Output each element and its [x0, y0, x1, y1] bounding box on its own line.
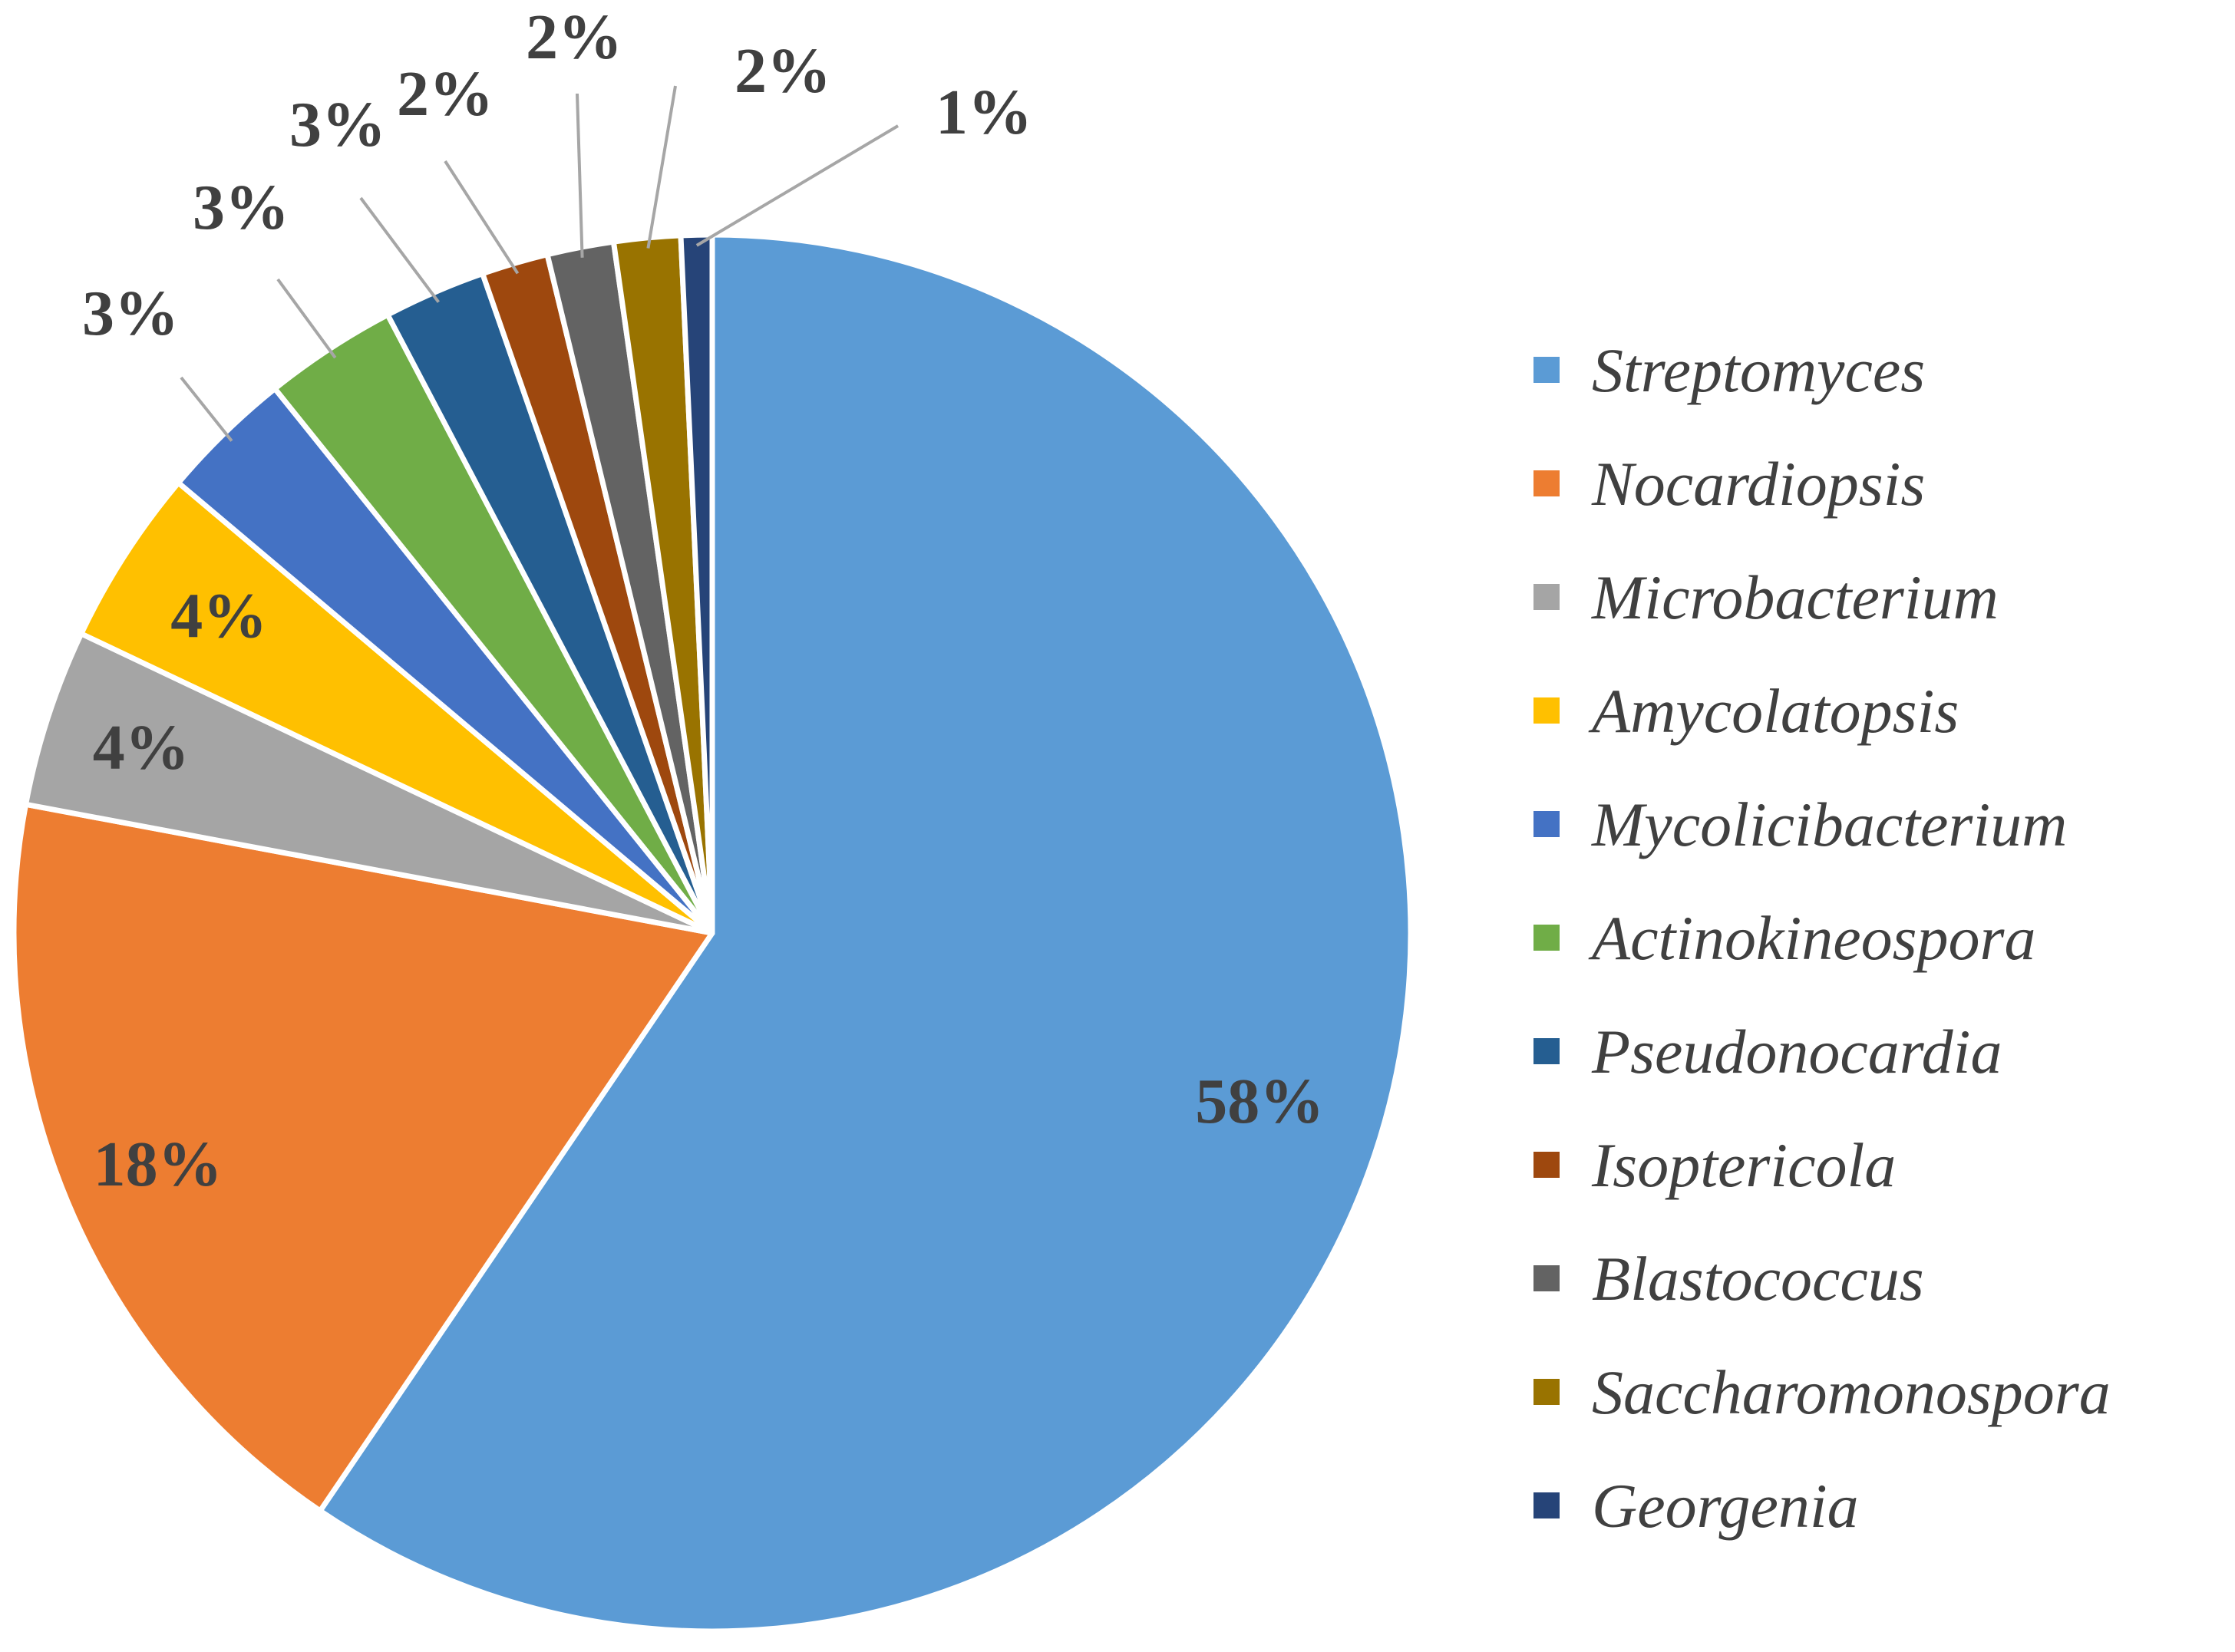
legend-swatch-nocardiopsis: [1533, 470, 1560, 496]
legend-entry-georgenia: Georgenia: [1533, 1471, 1859, 1541]
legend-entry-isoptericola: Isoptericola: [1533, 1130, 1896, 1200]
legend-entry-streptomyces: Streptomyces: [1533, 335, 1925, 405]
leader-line-georgenia: [695, 124, 900, 247]
legend-label-georgenia: Georgenia: [1592, 1471, 1859, 1541]
leader-line-isoptericola: [444, 160, 520, 275]
pie-slice-nocardiopsis: [11, 801, 715, 1514]
legend-entry-amycolatopsis: Amycolatopsis: [1533, 676, 1959, 746]
data-labels: 58%18%4%4%3%3%3% 2%2% 2%1%: [82, 2, 1324, 1200]
legend-swatch-streptomyces: [1533, 357, 1560, 383]
legend-entry-nocardiopsis: Nocardiopsis: [1533, 449, 1925, 519]
legend-swatch-actinokineospora: [1533, 925, 1560, 951]
data-label-nocardiopsis: 18%: [94, 1129, 223, 1200]
data-label-amycolatopsis: 4%: [170, 580, 267, 651]
pie-slice-streptomyces: [317, 232, 1414, 1634]
legend-entry-pseudonocardia: Pseudonocardia: [1533, 1017, 2002, 1086]
legend-label-amycolatopsis: Amycolatopsis: [1588, 676, 1959, 746]
legend-label-nocardiopsis: Nocardiopsis: [1591, 449, 1925, 519]
legend-swatch-isoptericola: [1533, 1152, 1560, 1178]
data-label-blastococcus: 2%: [526, 2, 622, 73]
data-label-streptomyces: 58%: [1195, 1066, 1324, 1137]
legend-entry-saccharomonospora: Saccharomonospora: [1533, 1357, 2111, 1427]
leader-line-pseudonocardia: [359, 196, 441, 303]
legend-entry-blastococcus: Blastococcus: [1533, 1244, 1924, 1314]
legend-swatch-georgenia: [1533, 1492, 1560, 1518]
pie-slices: [11, 232, 1414, 1634]
legend-label-microbacterium: Microbacterium: [1591, 562, 1999, 632]
legend-swatch-amycolatopsis: [1533, 697, 1560, 724]
legend-swatch-pseudonocardia: [1533, 1038, 1560, 1064]
legend-label-isoptericola: Isoptericola: [1591, 1130, 1896, 1200]
legend-label-streptomyces: Streptomyces: [1592, 335, 1925, 405]
legend-entry-actinokineospora: Actinokineospora: [1533, 903, 2035, 973]
data-label-saccharomonospora: 2%: [735, 35, 831, 107]
legend-swatch-blastococcus: [1533, 1265, 1560, 1291]
legend-entry-mycolicibacterium: Mycolicibacterium: [1533, 790, 2067, 859]
pie-slice-amycolatopsis: [78, 480, 715, 936]
legend-label-actinokineospora: Actinokineospora: [1588, 903, 2035, 973]
leader-line-saccharomonospora: [646, 85, 677, 249]
data-label-microbacterium: 4%: [93, 712, 190, 783]
leader-line-blastococcus: [576, 93, 584, 258]
leader-line-mycolicibacterium: [180, 376, 233, 442]
legend-label-saccharomonospora: Saccharomonospora: [1592, 1357, 2111, 1427]
pie-slice-microbacterium: [23, 631, 715, 936]
data-label-isoptericola: 2%: [397, 58, 494, 130]
data-label-pseudonocardia: 3%: [289, 89, 386, 160]
leader-line-actinokineospora: [276, 278, 337, 359]
legend-label-pseudonocardia: Pseudonocardia: [1591, 1017, 2002, 1086]
legend-swatch-mycolicibacterium: [1533, 811, 1560, 837]
legend: Streptomyces Nocardiopsis Microbacterium Am…: [1533, 335, 2111, 1541]
legend-entry-microbacterium: Microbacterium: [1533, 562, 1999, 632]
legend-swatch-microbacterium: [1533, 584, 1560, 610]
legend-label-mycolicibacterium: Mycolicibacterium: [1591, 790, 2067, 859]
data-label-georgenia: 1%: [936, 77, 1032, 148]
legend-swatch-saccharomonospora: [1533, 1379, 1560, 1405]
data-label-mycolicibacterium: 3%: [82, 278, 179, 349]
data-label-actinokineospora: 3%: [193, 172, 289, 243]
legend-label-blastococcus: Blastococcus: [1592, 1244, 1924, 1314]
leader-lines: [180, 85, 900, 442]
